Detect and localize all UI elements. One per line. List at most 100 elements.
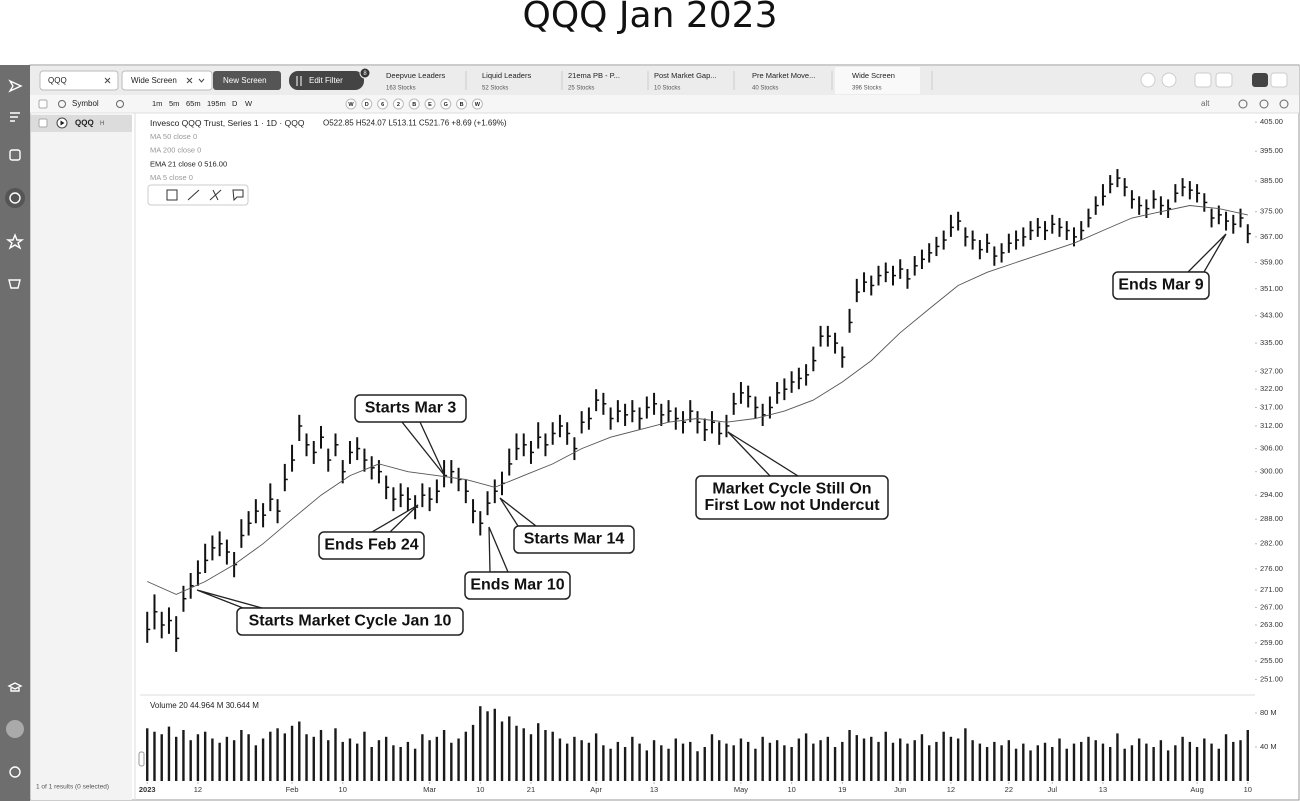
toolbar-button[interactable] [408, 98, 420, 110]
volume-bar [261, 738, 265, 781]
x-tick-label: 13 [650, 785, 658, 794]
new-screen-button[interactable] [213, 71, 281, 90]
select-all-checkbox[interactable] [38, 99, 48, 109]
volume-bar [573, 736, 576, 781]
share-button[interactable] [1140, 72, 1156, 88]
list-view-button[interactable] [1252, 73, 1268, 87]
scan-icon[interactable] [8, 279, 21, 289]
camera-icon[interactable] [1279, 99, 1289, 109]
timeframe[interactable]: 5m [169, 99, 179, 108]
target-icon[interactable] [9, 192, 21, 204]
active-tab[interactable] [835, 67, 920, 94]
toolbar-button[interactable] [392, 98, 404, 110]
volume-bar [710, 734, 714, 781]
grid-view-button[interactable] [1270, 72, 1288, 88]
timeframe[interactable]: 65m [186, 99, 201, 108]
volume-bar [725, 743, 728, 781]
tab-count: 396 Stocks [852, 86, 882, 92]
y-tick-label: 294.00 [1260, 490, 1283, 499]
chart-settings-icon[interactable] [1259, 99, 1269, 109]
symbol-header[interactable]: Symbol [72, 99, 99, 108]
tab-name[interactable]: Liquid Leaders [482, 71, 531, 80]
symbol-row-bg[interactable] [31, 115, 132, 132]
volume-bar [529, 734, 533, 781]
clock-icon[interactable] [1238, 99, 1248, 109]
search-text: QQQ [48, 76, 67, 85]
toolbar-letter: B [460, 102, 464, 108]
y-tick-label: 306.00 [1260, 444, 1283, 453]
tab-name[interactable]: Deepvue Leaders [386, 71, 445, 80]
avatar[interactable] [6, 720, 24, 738]
x-tick-label: 2023 [139, 785, 156, 794]
toolbar-button[interactable] [440, 98, 452, 110]
alt-label: alt [1201, 99, 1210, 108]
screen-name: Wide Screen [131, 76, 177, 85]
x-button[interactable] [1161, 72, 1177, 88]
screen-controls[interactable] [186, 77, 205, 84]
volume-bar [508, 716, 511, 781]
logo [8, 79, 23, 93]
callout-text: Starts Market Cycle Jan 10 [249, 613, 452, 630]
volume-bar [616, 741, 620, 781]
toolbar-button[interactable] [456, 98, 468, 110]
volume-bar [1022, 743, 1025, 781]
tab-name[interactable]: Wide Screen [852, 71, 895, 80]
learn-icon[interactable] [7, 682, 23, 692]
y-tick-label: 312.00 [1260, 421, 1283, 430]
volume-bar [312, 736, 315, 781]
volume-bar [775, 740, 779, 781]
x-tick-label: May [734, 785, 748, 794]
volume-bar [594, 733, 598, 781]
toolbar-button[interactable] [345, 98, 357, 110]
volume-bar [384, 736, 388, 781]
x-tick-label: Jul [1047, 785, 1057, 794]
timeframe[interactable]: 195m [207, 99, 226, 108]
screens-icon[interactable] [9, 149, 21, 161]
menu-icon[interactable] [10, 112, 20, 122]
timeframe[interactable]: D [232, 99, 238, 108]
tab-count: 25 Stocks [568, 86, 594, 92]
volume-bar [1051, 747, 1054, 781]
help-icon[interactable] [9, 766, 21, 778]
volume-bar [182, 730, 185, 781]
y-tick-label: 385.00 [1260, 176, 1283, 185]
volume-bar [1007, 740, 1011, 781]
toolbar-button[interactable] [377, 98, 389, 110]
volume-bar [667, 748, 670, 781]
column-settings-icon[interactable] [116, 100, 124, 108]
volume-bar [1145, 743, 1148, 781]
volume-bar [269, 731, 272, 781]
volume-bar [290, 725, 294, 781]
volume-bar [870, 736, 873, 781]
screen-select[interactable] [121, 70, 213, 91]
volume-bar [1036, 745, 1039, 781]
volume-bar [920, 734, 924, 781]
chart-button[interactable] [1194, 72, 1212, 88]
close-icon[interactable] [104, 77, 111, 84]
timeframe[interactable]: W [245, 99, 253, 108]
toolbar-button[interactable] [361, 98, 373, 110]
toolbar-button[interactable] [471, 98, 483, 110]
star-icon[interactable] [5, 233, 25, 250]
layout-button[interactable] [1215, 72, 1233, 88]
volume-bar [877, 741, 880, 781]
volume-bar [906, 743, 909, 781]
settings-icon[interactable] [58, 100, 66, 108]
volume-bar [406, 741, 410, 781]
drawing-tools[interactable] [166, 189, 244, 202]
tab-name[interactable]: Pre Market Move... [752, 71, 815, 80]
volume-bar [790, 747, 793, 781]
edit-filter-button[interactable] [289, 71, 364, 90]
volume-bar [1058, 738, 1061, 781]
pane-handle[interactable] [138, 751, 145, 767]
tab-name[interactable]: 21ema PB - P... [568, 71, 620, 80]
toolbar-button[interactable] [424, 98, 436, 110]
tab-name[interactable]: Post Market Gap... [654, 71, 717, 80]
row-checkbox[interactable] [38, 118, 48, 128]
volume-bar [833, 747, 837, 781]
x-tick-label: 10 [787, 785, 795, 794]
indicator-label: MA 200 close 0 [150, 146, 201, 155]
timeframe[interactable]: 1m [152, 99, 162, 108]
search-box[interactable] [39, 70, 119, 91]
toolbar-letter: W [348, 102, 354, 108]
